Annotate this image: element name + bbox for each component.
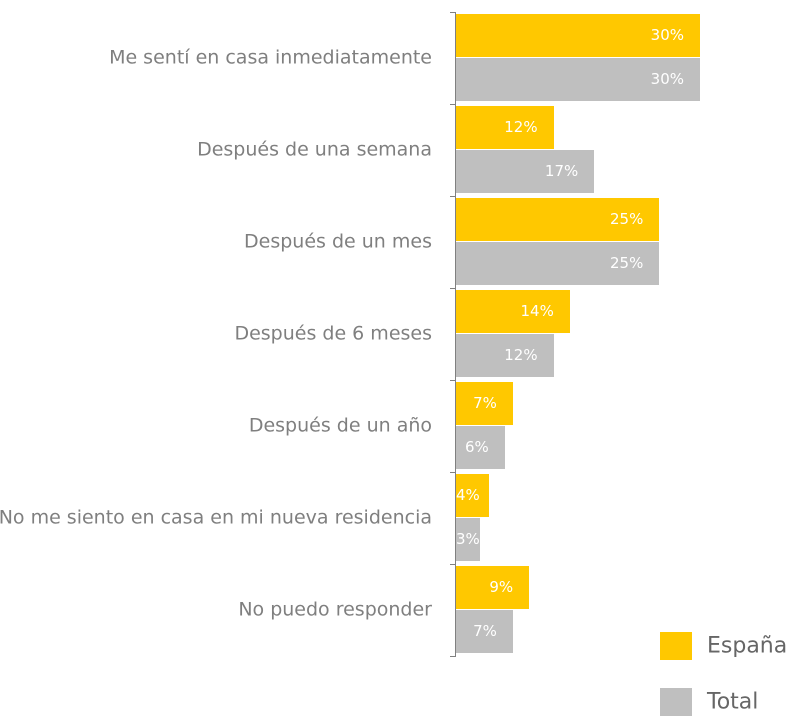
legend-swatch xyxy=(660,632,692,660)
value-label: 25% xyxy=(609,254,644,272)
category-tick xyxy=(450,472,456,473)
legend-swatch xyxy=(660,688,692,716)
legend-label: España xyxy=(707,633,788,659)
category-label: Me sentí en casa inmediatamente xyxy=(109,46,432,69)
category-tick xyxy=(450,12,456,13)
bar: 30% xyxy=(456,58,700,101)
value-label: 17% xyxy=(544,162,579,180)
legend-label: Total xyxy=(707,689,759,715)
bar: 30% xyxy=(456,14,700,57)
value-label: 4% xyxy=(456,486,480,504)
axis-line xyxy=(455,12,456,656)
category-label: No puedo responder xyxy=(238,598,432,621)
bar: 3% xyxy=(456,518,481,561)
bar: 9% xyxy=(456,566,530,609)
category-tick xyxy=(450,104,456,105)
bar: 7% xyxy=(456,382,513,425)
value-label: 7% xyxy=(473,394,497,412)
category-tick xyxy=(450,288,456,289)
bar: 17% xyxy=(456,150,595,193)
value-label: 12% xyxy=(504,346,538,364)
category-tick xyxy=(450,196,456,197)
value-label: 6% xyxy=(465,438,489,456)
category-label: Después de un año xyxy=(248,414,432,437)
bar: 12% xyxy=(456,106,554,149)
value-label: 14% xyxy=(520,302,554,320)
category-label: Después de un mes xyxy=(244,230,432,253)
bar: 7% xyxy=(456,610,513,653)
bar: 12% xyxy=(456,334,554,377)
bar: 6% xyxy=(456,426,505,469)
value-label: 3% xyxy=(456,530,480,548)
category-tick xyxy=(450,564,456,565)
bar: 25% xyxy=(456,198,660,241)
bar: 4% xyxy=(456,474,489,517)
value-label: 12% xyxy=(504,118,538,136)
category-tick xyxy=(450,656,456,657)
category-label: Después de 6 meses xyxy=(234,322,432,345)
category-label: No me siento en casa en mi nueva residen… xyxy=(0,506,432,529)
category-tick xyxy=(450,380,456,381)
value-label: 7% xyxy=(473,622,497,640)
value-label: 30% xyxy=(650,70,684,88)
bar: 14% xyxy=(456,290,570,333)
bar: 25% xyxy=(456,242,660,285)
value-label: 9% xyxy=(489,578,514,596)
value-label: 30% xyxy=(650,26,684,44)
value-label: 25% xyxy=(609,210,644,228)
category-label: Después de una semana xyxy=(197,138,432,161)
